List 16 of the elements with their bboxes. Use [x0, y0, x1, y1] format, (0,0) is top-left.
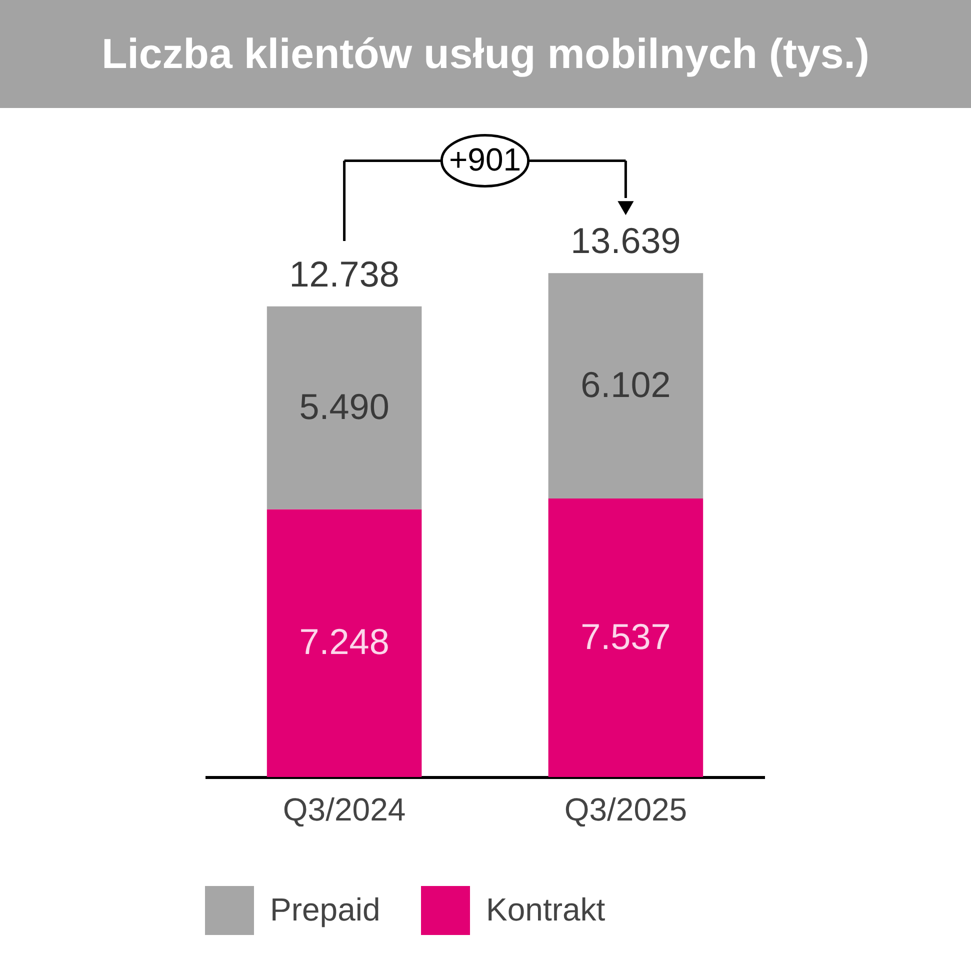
- data-label: 7.248: [299, 621, 390, 662]
- data-label: 5.490: [299, 386, 390, 427]
- x-tick-label: Q3/2025: [564, 792, 688, 828]
- chart-title: Liczba klientów usług mobilnych (tys.): [0, 0, 971, 108]
- text: +901: [448, 142, 522, 178]
- bar: [548, 273, 704, 499]
- x-tick-label: Q3/2024: [282, 792, 406, 828]
- data-label: 7.537: [580, 616, 671, 657]
- bar: [266, 306, 422, 510]
- bar: [548, 498, 704, 777]
- legend-label: Kontrakt: [486, 892, 606, 928]
- total-label: 12.738: [289, 253, 400, 294]
- bar: [266, 509, 422, 777]
- total-label: 13.639: [570, 220, 681, 262]
- legend-label: Prepaid: [270, 892, 380, 928]
- data-label: 6.102: [580, 364, 671, 405]
